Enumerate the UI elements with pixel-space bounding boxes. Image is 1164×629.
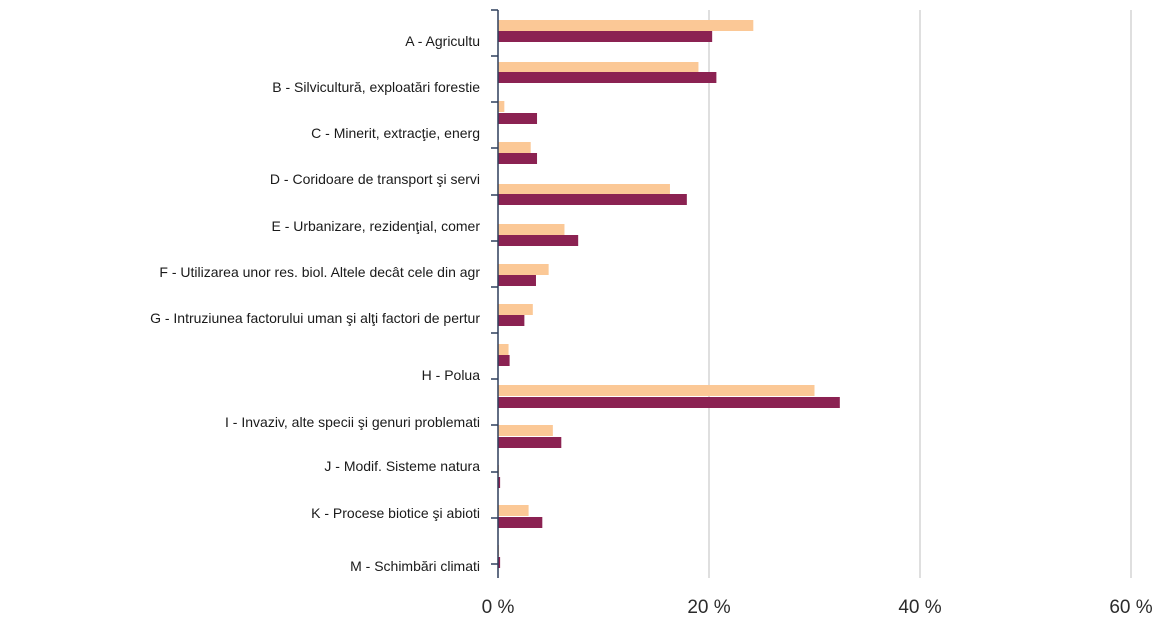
category-label: K - Procese biotice şi abioti — [311, 505, 480, 521]
gridlines — [708, 10, 1132, 578]
bar-light-9 — [498, 385, 815, 396]
x-tick-labels: 0 % 20 % 40 % 60 % — [482, 597, 1153, 618]
category-label: I - Invaziv, alte specii şi genuri probl… — [225, 414, 480, 430]
x-tick-label-40: 40 % — [898, 597, 941, 618]
bar-dark-8 — [498, 355, 510, 366]
bar-light-1 — [498, 62, 699, 73]
category-label: C - Minerit, extracţie, energ — [311, 125, 480, 141]
bar-dark-4 — [498, 194, 687, 205]
bar-dark-0 — [498, 31, 713, 42]
category-label: E - Urbanizare, rezidenţial, comer — [271, 218, 480, 234]
category-label: J - Modif. Sisteme natura — [324, 458, 480, 474]
bar-dark-6 — [498, 275, 536, 286]
x-tick-label-20: 20 % — [687, 597, 730, 618]
bar-dark-7 — [498, 315, 525, 326]
bar-dark-11 — [498, 477, 501, 488]
bar-dark-5 — [498, 235, 579, 246]
bar-dark-9 — [498, 397, 840, 408]
bar-light-2 — [498, 101, 505, 112]
bar-light-12 — [498, 505, 529, 516]
x-tick-label-0: 0 % — [482, 597, 515, 618]
category-label: M - Schimbări climati — [350, 558, 480, 574]
bar-light-8 — [498, 344, 509, 355]
bar-light-5 — [498, 224, 565, 235]
bar-light-7 — [498, 304, 533, 315]
bar-dark-1 — [498, 72, 717, 83]
bar-light-3 — [498, 142, 531, 153]
bar-dark-3 — [498, 153, 538, 164]
category-label: G - Intruziunea factorului uman şi alţi … — [150, 310, 480, 326]
bar-light-0 — [498, 20, 754, 31]
bar-light-10 — [498, 425, 553, 436]
axis — [491, 9, 499, 578]
category-labels: A - Agricultu B - Silvicultură, exploatăr… — [150, 33, 480, 574]
bar-light-6 — [498, 264, 549, 275]
bars — [498, 20, 840, 568]
category-label: H - Polua — [422, 367, 481, 383]
category-label: F - Utilizarea unor res. biol. Altele de… — [159, 264, 480, 280]
category-label: D - Coridoare de transport şi servi — [270, 171, 480, 187]
bar-dark-13 — [498, 557, 501, 568]
bar-light-4 — [498, 184, 670, 195]
bar-dark-2 — [498, 113, 538, 124]
category-label: B - Silvicultură, exploatări forestie — [272, 79, 480, 95]
bar-dark-10 — [498, 437, 562, 448]
bar-dark-12 — [498, 517, 543, 528]
category-label: A - Agricultu — [405, 33, 480, 49]
x-tick-label-60: 60 % — [1109, 597, 1152, 618]
